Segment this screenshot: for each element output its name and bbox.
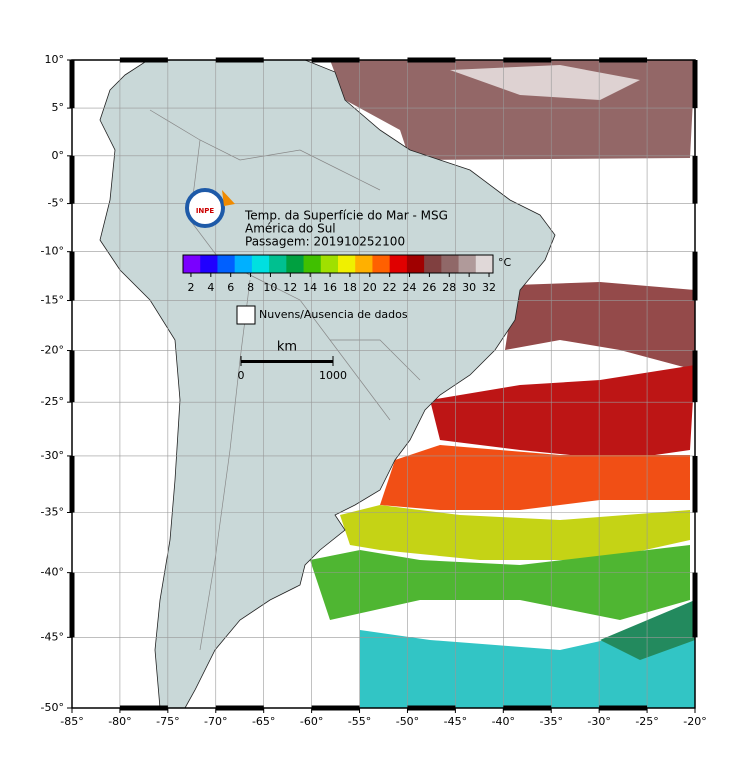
y-tick-label: 5° (52, 101, 65, 114)
logo-arrow (222, 190, 235, 206)
colorbar-segment (458, 255, 477, 273)
scale-label: 0 (238, 369, 245, 382)
colorbar-segment (441, 255, 460, 273)
colorbar-tick-label: 6 (227, 281, 234, 294)
y-tick-label: 0° (52, 149, 65, 162)
colorbar-tick-label: 30 (462, 281, 476, 294)
title-line: América do Sul (245, 222, 336, 236)
x-tick-label: -25° (635, 715, 658, 728)
colorbar-segment (424, 255, 442, 273)
x-tick-label: -40° (492, 715, 515, 728)
colorbar-segment (372, 255, 391, 273)
scale-label: 1000 (319, 369, 347, 382)
colorbar-segment (475, 255, 494, 273)
colorbar-tick-label: 14 (303, 281, 317, 294)
x-tick-label: -45° (444, 715, 467, 728)
y-tick-label: -10° (41, 245, 64, 258)
colorbar-tick-label: 32 (482, 281, 496, 294)
x-tick-label: -35° (539, 715, 562, 728)
sst-region (310, 545, 690, 620)
x-tick-label: -85° (60, 715, 83, 728)
colorbar-tick-label: 28 (442, 281, 456, 294)
sst-region (430, 365, 695, 460)
colorbar-segment (200, 255, 218, 273)
colorbar-segment (355, 255, 373, 273)
y-tick-label: -25° (41, 395, 64, 408)
y-tick-label: -20° (41, 344, 64, 357)
y-tick-label: -30° (41, 449, 64, 462)
borders (149, 109, 421, 651)
colorbar-segment (251, 255, 270, 273)
colorbar-tick-label: 12 (283, 281, 297, 294)
scale-bar (241, 360, 333, 363)
x-tick-label: -50° (396, 715, 419, 728)
x-tick-label: -75° (156, 715, 179, 728)
logo-text: INPE (196, 207, 215, 215)
colorbar-segment (303, 255, 322, 273)
sst-field (310, 60, 695, 708)
colorbar-segment (389, 255, 408, 273)
x-tick-label: -80° (108, 715, 131, 728)
y-tick-label: 10° (45, 53, 65, 66)
colorbar-tick-label: 16 (323, 281, 337, 294)
colorbar-segment (320, 255, 339, 273)
colorbar-segment (338, 255, 356, 273)
x-tick-label: -70° (204, 715, 227, 728)
colorbar-segment (183, 255, 201, 273)
colorbar-tick-label: 22 (383, 281, 397, 294)
colorbar-tick-label: 10 (263, 281, 277, 294)
cloud (450, 65, 640, 100)
colorbar-segment (269, 255, 287, 273)
colorbar-tick-label: 8 (247, 281, 254, 294)
colorbar-tick-label: 18 (343, 281, 357, 294)
sst-region (505, 282, 695, 370)
logo-ring (185, 188, 225, 228)
x-tick-label: -65° (252, 715, 275, 728)
colorbar-segment (234, 255, 253, 273)
scale-unit: km (277, 340, 297, 355)
y-tick-label: -50° (41, 701, 64, 714)
colorbar-segment (217, 255, 236, 273)
x-tick-label: -55° (348, 715, 371, 728)
x-tick-label: -60° (300, 715, 323, 728)
y-tick-label: -5° (48, 197, 64, 210)
y-tick-label: -45° (41, 630, 64, 643)
sst-region (340, 505, 690, 560)
colorbar-tick-label: 20 (363, 281, 377, 294)
x-tick-label: -30° (587, 715, 610, 728)
legend-label: Nuvens/Ausencia de dados (259, 308, 408, 321)
colorbar-tick-label: 26 (422, 281, 436, 294)
x-tick-label: -20° (683, 715, 706, 728)
colorbar-tick-label: 24 (403, 281, 417, 294)
y-tick-label: -15° (41, 294, 64, 307)
colorbar-segment (286, 255, 305, 273)
legend-swatch (236, 305, 256, 325)
y-tick-label: -40° (41, 566, 64, 579)
colorbar-tick-label: 2 (187, 281, 194, 294)
colorbar-tick-label: 4 (207, 281, 214, 294)
title-line: Passagem: 201910252100 (245, 235, 405, 249)
colorbar-frame (182, 254, 494, 274)
y-tick-label: -35° (41, 505, 64, 518)
sst-region (600, 600, 695, 660)
sst-region (380, 445, 690, 510)
colorbar-segment (406, 255, 425, 273)
sst-region (360, 600, 695, 708)
colorbar-unit: °C (498, 256, 512, 269)
map-area (72, 60, 695, 708)
title-line: Temp. da Superfície do Mar - MSG (244, 209, 448, 223)
logo: INPE (185, 188, 235, 228)
